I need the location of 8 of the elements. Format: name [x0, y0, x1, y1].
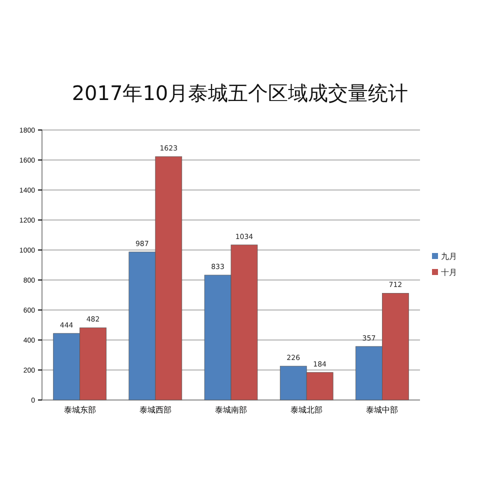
x-tick-label: 泰城南部: [215, 406, 247, 415]
legend-label: 九月: [441, 252, 457, 261]
x-tick-label: 泰城中部: [366, 406, 398, 415]
chart-title: 2017年10月泰城五个区域成交量统计: [72, 81, 408, 105]
x-tick-label: 泰城西部: [139, 406, 172, 415]
x-tick-label: 泰城北部: [290, 406, 323, 415]
legend-label: 十月: [441, 268, 457, 277]
x-tick-label: 泰城东部: [64, 406, 96, 415]
